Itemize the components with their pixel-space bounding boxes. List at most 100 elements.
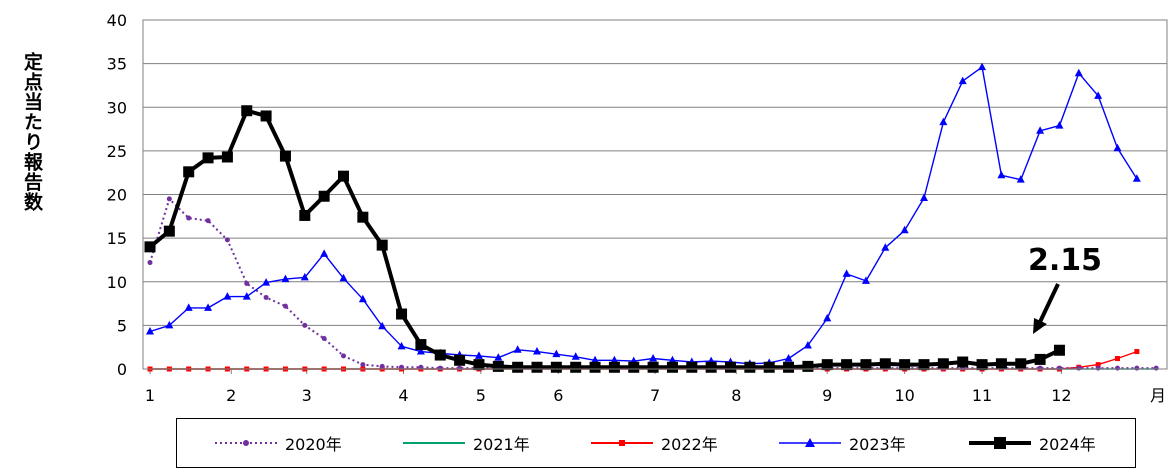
data-point (861, 276, 870, 284)
x-tick-label: 12 (1051, 386, 1071, 405)
data-point (358, 294, 367, 303)
data-point (571, 352, 580, 360)
legend-label-2024: 2024年 (1039, 435, 1096, 454)
data-point (186, 215, 192, 221)
legend-swatch-2020 (215, 440, 277, 446)
data-point (494, 353, 503, 361)
legend-item-2024: 2024年 (967, 431, 1096, 455)
data-point (457, 365, 463, 371)
data-point (263, 294, 269, 300)
data-point (224, 237, 230, 243)
data-point (1036, 126, 1045, 134)
x-tick-label: 4 (398, 386, 408, 405)
legend-label-2022: 2022年 (661, 435, 718, 454)
series-line (149, 66, 1138, 365)
data-point (647, 361, 659, 373)
data-point (242, 292, 251, 300)
data-point (360, 362, 366, 368)
data-point (802, 360, 814, 372)
data-point (244, 280, 250, 286)
x-tick-label: 9 (822, 386, 832, 405)
data-point (610, 355, 619, 364)
data-point (589, 361, 601, 373)
data-point (842, 269, 851, 277)
data-point (1095, 365, 1101, 371)
data-point (1115, 365, 1120, 371)
data-point (454, 354, 466, 366)
data-point (204, 303, 213, 311)
data-point (744, 361, 756, 373)
data-point (552, 349, 561, 358)
data-point (339, 273, 348, 282)
data-point (473, 359, 485, 371)
data-point (338, 170, 349, 182)
legend-label-2021: 2021年 (473, 435, 530, 454)
data-point (666, 361, 678, 373)
legend-swatch-2022 (591, 440, 653, 446)
data-point (166, 196, 172, 202)
data-point (474, 351, 483, 359)
legend-swatch-2023 (779, 438, 841, 447)
data-point (1095, 362, 1101, 368)
data-point (881, 243, 890, 251)
data-point (686, 361, 698, 373)
data-point (146, 326, 154, 335)
data-point (144, 241, 156, 253)
data-point (492, 360, 504, 372)
y-axis-label: 定点当たり報告数 (21, 52, 43, 212)
x-tick-label: 3 (302, 386, 312, 405)
data-point (1134, 349, 1140, 355)
data-point (318, 190, 330, 202)
legend-item-2021: 2021年 (401, 431, 530, 455)
data-point (1055, 121, 1064, 129)
data-point (879, 358, 891, 370)
data-point (205, 218, 211, 224)
data-point (918, 359, 930, 371)
data-point (282, 303, 288, 309)
data-point (357, 211, 369, 223)
data-point (1016, 175, 1025, 183)
data-point (299, 209, 311, 221)
data-point (939, 117, 948, 126)
data-point (995, 358, 1007, 370)
data-point (379, 363, 385, 369)
data-point (302, 322, 308, 328)
data-point (281, 274, 290, 283)
data-point (783, 361, 795, 373)
series-2023年 (146, 62, 1141, 367)
y-tick-label: 40 (107, 11, 127, 30)
data-point (378, 321, 387, 330)
y-tick-label: 30 (107, 98, 127, 117)
data-point (531, 361, 543, 373)
data-point (415, 339, 427, 351)
gridlines (143, 19, 1167, 326)
data-point (628, 361, 640, 373)
data-point (591, 355, 600, 364)
legend: 2020年 2021年 2022年 2023年 2024年 (176, 418, 1136, 468)
legend-item-2023: 2023年 (777, 431, 906, 455)
data-point (823, 313, 832, 322)
x-axis-unit: 月 (1150, 386, 1166, 405)
annotation: 2.15 (1028, 243, 1102, 334)
x-tick-label: 6 (553, 386, 563, 405)
data-point (608, 361, 620, 373)
data-point (1056, 365, 1062, 371)
x-tick-labels: 1 2 3 4 5 6 7 8 9 10 11 12 月 (145, 369, 1166, 405)
legend-label-2020: 2020年 (285, 435, 342, 454)
data-point (397, 341, 406, 350)
y-tick-label: 5 (117, 316, 127, 335)
y-tick-label: 25 (107, 142, 127, 161)
data-point (437, 365, 443, 371)
y-tick-labels: 0 5 10 15 20 25 30 35 40 (107, 11, 127, 379)
data-point (1115, 356, 1120, 362)
y-tick-label: 10 (107, 273, 127, 292)
x-tick-label: 1 (145, 386, 155, 405)
data-point (821, 359, 833, 371)
y-tick-label: 20 (107, 186, 127, 205)
data-point (321, 335, 327, 341)
data-point (649, 354, 658, 362)
data-point (1037, 365, 1043, 371)
data-point (241, 105, 253, 117)
series-2020年 (147, 196, 1159, 371)
